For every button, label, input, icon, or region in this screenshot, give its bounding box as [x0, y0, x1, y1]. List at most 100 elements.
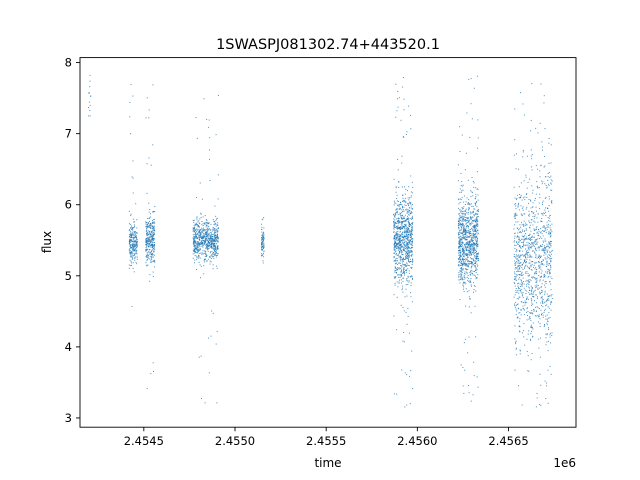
data-point — [396, 243, 398, 245]
data-point — [412, 237, 414, 239]
data-point — [217, 245, 219, 247]
data-point — [410, 233, 412, 235]
data-point — [213, 233, 215, 235]
data-point — [395, 244, 397, 246]
data-point — [531, 290, 533, 292]
data-point — [130, 227, 132, 229]
data-point — [196, 259, 198, 261]
data-point — [200, 355, 202, 357]
data-point — [528, 318, 530, 320]
data-point — [466, 112, 468, 114]
data-point — [536, 392, 538, 394]
data-point — [409, 224, 411, 226]
data-point — [458, 224, 460, 226]
data-point — [549, 271, 551, 273]
data-point — [544, 275, 546, 277]
data-point — [514, 341, 516, 343]
data-point — [263, 216, 265, 218]
data-point — [528, 214, 530, 216]
data-point — [194, 244, 196, 246]
data-point — [543, 225, 545, 227]
data-point — [535, 406, 537, 408]
data-point — [207, 222, 209, 224]
data-point — [463, 228, 465, 230]
data-point — [462, 189, 464, 191]
data-point — [470, 250, 472, 252]
data-point — [153, 251, 155, 253]
data-point — [402, 261, 404, 263]
data-point — [547, 217, 549, 219]
data-point — [409, 237, 411, 239]
data-point — [546, 341, 548, 343]
data-point — [200, 232, 202, 234]
data-point — [465, 288, 467, 290]
data-point — [136, 250, 138, 252]
data-point — [550, 268, 552, 270]
data-point — [398, 238, 400, 240]
data-point — [395, 238, 397, 240]
data-point — [544, 252, 546, 254]
data-point — [146, 226, 148, 228]
data-point — [473, 219, 475, 221]
data-point — [399, 226, 401, 228]
data-point — [393, 256, 395, 258]
data-point — [405, 255, 407, 257]
data-point — [406, 323, 408, 325]
data-point — [523, 240, 525, 242]
data-point — [469, 254, 471, 256]
data-point — [207, 241, 209, 243]
data-point — [519, 197, 521, 199]
data-point — [394, 226, 396, 228]
data-point — [517, 283, 519, 285]
data-point — [515, 354, 517, 356]
data-point — [474, 230, 476, 232]
data-point — [196, 224, 198, 226]
data-point — [397, 227, 399, 229]
data-point — [133, 246, 135, 248]
data-point — [530, 243, 532, 245]
data-point — [209, 137, 211, 139]
data-point — [539, 197, 541, 199]
data-point — [460, 274, 462, 276]
data-point — [146, 253, 148, 255]
data-point — [467, 247, 469, 248]
data-point — [401, 186, 403, 188]
data-point — [403, 224, 405, 226]
data-point — [545, 271, 547, 273]
data-point — [549, 214, 551, 216]
data-point — [546, 229, 548, 231]
data-point — [541, 298, 543, 300]
data-point — [546, 221, 548, 223]
data-point — [129, 248, 131, 250]
data-point — [529, 274, 530, 276]
data-point — [394, 216, 396, 218]
data-point — [208, 258, 210, 260]
data-point — [200, 239, 202, 241]
data-point — [530, 338, 532, 340]
data-point — [526, 253, 528, 255]
data-point — [408, 244, 410, 246]
data-point — [201, 224, 203, 226]
data-point — [468, 207, 470, 209]
data-point — [533, 310, 535, 312]
data-point — [214, 255, 216, 257]
data-point — [461, 213, 463, 215]
data-point — [539, 291, 541, 293]
data-point — [531, 302, 533, 304]
data-point — [394, 270, 396, 272]
data-point — [518, 292, 520, 294]
data-point — [518, 312, 520, 314]
data-point — [199, 244, 201, 246]
data-point — [193, 238, 195, 240]
data-point — [529, 246, 531, 248]
data-point — [261, 242, 263, 244]
data-point — [544, 290, 546, 292]
data-point — [398, 256, 400, 258]
data-point — [402, 260, 404, 262]
data-point — [135, 247, 137, 249]
data-point — [198, 242, 200, 244]
data-point — [470, 400, 472, 402]
data-point — [212, 240, 214, 242]
data-point — [397, 286, 399, 288]
data-point — [536, 243, 538, 245]
